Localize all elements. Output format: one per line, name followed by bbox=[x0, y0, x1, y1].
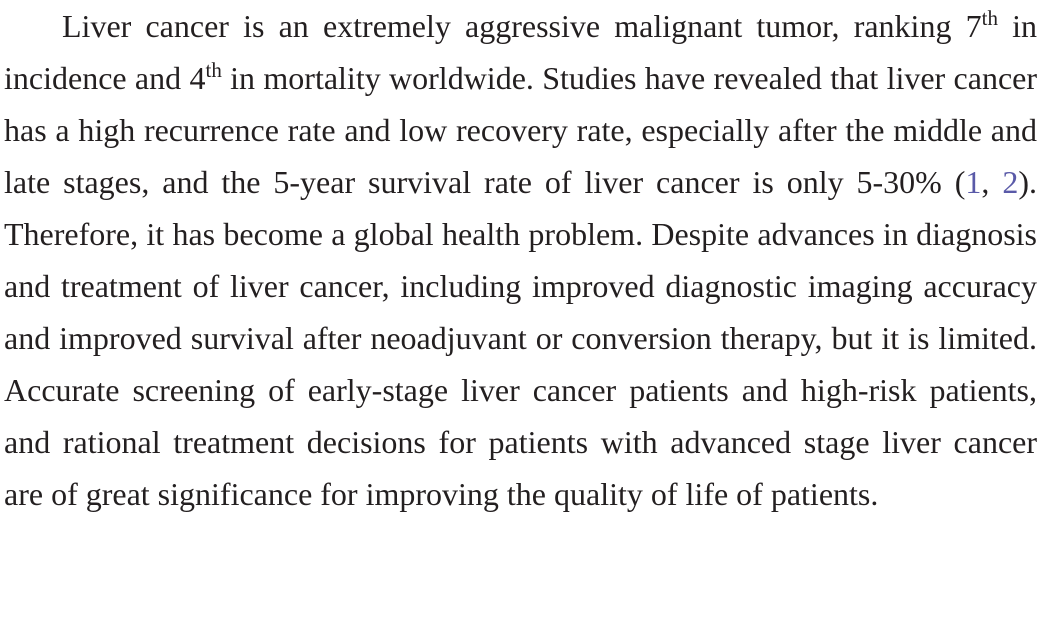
reference-link-1[interactable]: 1 bbox=[965, 164, 982, 200]
ordinal-superscript: th bbox=[205, 58, 222, 82]
text-segment: Liver cancer is an extremely aggressive … bbox=[62, 8, 982, 44]
text-segment: in mortality worldwide. Studies have rev… bbox=[4, 60, 1038, 200]
text-segment: in incidence and 4 bbox=[4, 8, 1038, 96]
reference-separator: , bbox=[981, 164, 1003, 200]
reference-link-2[interactable]: 2 bbox=[1002, 164, 1019, 200]
body-paragraph: Liver cancer is an extremely aggressive … bbox=[4, 0, 1037, 520]
ordinal-superscript: th bbox=[981, 6, 998, 30]
text-segment: ). Therefore, it has become a global hea… bbox=[4, 164, 1038, 512]
